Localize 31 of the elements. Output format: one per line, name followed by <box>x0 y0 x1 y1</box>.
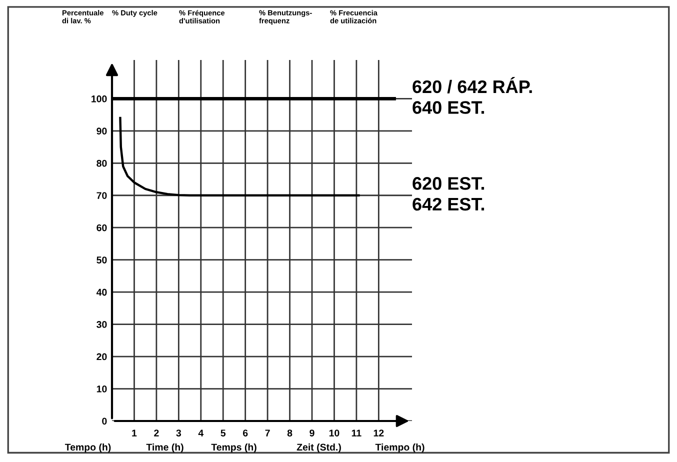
x-tick-label: 2 <box>154 430 159 436</box>
y-tick-label: 100 <box>92 95 107 102</box>
x-tick-label: 11 <box>352 430 362 436</box>
text: Tiempo (h) <box>375 443 424 453</box>
y-tick-label: 50 <box>96 256 107 264</box>
text: Time (h) <box>146 443 184 453</box>
text: Zeit (Std.) <box>296 443 341 453</box>
x-tick-label: 6 <box>242 430 248 436</box>
y-tick-label: 30 <box>96 321 107 328</box>
text: 620 EST. 642 EST. <box>412 177 484 211</box>
y-tick-label: 90 <box>96 128 107 135</box>
x-tick-label: 8 <box>287 430 292 436</box>
x-tick-label: 3 <box>176 430 182 436</box>
x-tick-label: 9 <box>310 430 314 436</box>
x-tick-label: 7 <box>265 430 270 436</box>
y-tick-label: 70 <box>96 192 107 199</box>
y-tick-label: 40 <box>96 288 107 296</box>
text: Temps (h) <box>211 443 256 453</box>
x-tick-label: 10 <box>329 430 340 436</box>
x-tick-label: 1 <box>132 430 137 436</box>
y-tick-label: 60 <box>96 224 107 232</box>
y-tick-label: 80 <box>96 160 107 167</box>
line-series <box>119 116 360 196</box>
y-tick-label: 0 <box>102 418 107 425</box>
series-label: 620 / 642 RÁP. 640 EST. <box>412 76 532 114</box>
y-tick-label: 20 <box>96 353 107 360</box>
x-tick-label: 5 <box>220 430 226 436</box>
x-tick-label: 12 <box>374 430 384 436</box>
x-tick-label: 4 <box>198 430 204 436</box>
text: Tempo (h) <box>64 443 111 453</box>
y-tick-label: 10 <box>96 386 107 392</box>
